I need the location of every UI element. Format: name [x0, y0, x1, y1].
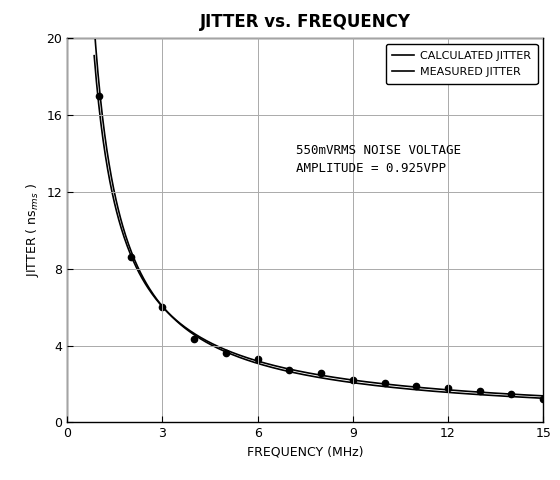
- CALCULATED JITTER: [91, 23, 97, 28]
- X-axis label: FREQUENCY (MHz): FREQUENCY (MHz): [247, 446, 363, 459]
- Line: MEASURED JITTER: MEASURED JITTER: [94, 56, 543, 396]
- MEASURED JITTER: [540, 393, 547, 399]
- CALCULATED JITTER: [294, 371, 301, 376]
- MEASURED JITTER: [356, 378, 362, 384]
- CALCULATED JITTER: [170, 315, 177, 321]
- CALCULATED JITTER: [540, 396, 547, 401]
- MEASURED JITTER: [206, 339, 213, 345]
- Text: 550mVRMS NOISE VOLTAGE
AMPLITUDE = 0.925VPP: 550mVRMS NOISE VOLTAGE AMPLITUDE = 0.925…: [296, 144, 461, 175]
- MEASURED JITTER: [91, 53, 97, 59]
- CALCULATED JITTER: [356, 381, 362, 386]
- MEASURED JITTER: [294, 368, 301, 373]
- CALCULATED JITTER: [429, 388, 436, 394]
- MEASURED JITTER: [391, 382, 398, 388]
- Y-axis label: JITTER ( ns$_{rms}$ ): JITTER ( ns$_{rms}$ ): [24, 183, 41, 277]
- MEASURED JITTER: [170, 315, 177, 321]
- CALCULATED JITTER: [391, 384, 398, 390]
- Title: JITTER vs. FREQUENCY: JITTER vs. FREQUENCY: [200, 13, 410, 31]
- Line: CALCULATED JITTER: CALCULATED JITTER: [94, 25, 543, 398]
- MEASURED JITTER: [429, 386, 436, 392]
- Legend: CALCULATED JITTER, MEASURED JITTER: CALCULATED JITTER, MEASURED JITTER: [385, 44, 538, 84]
- CALCULATED JITTER: [206, 341, 213, 347]
